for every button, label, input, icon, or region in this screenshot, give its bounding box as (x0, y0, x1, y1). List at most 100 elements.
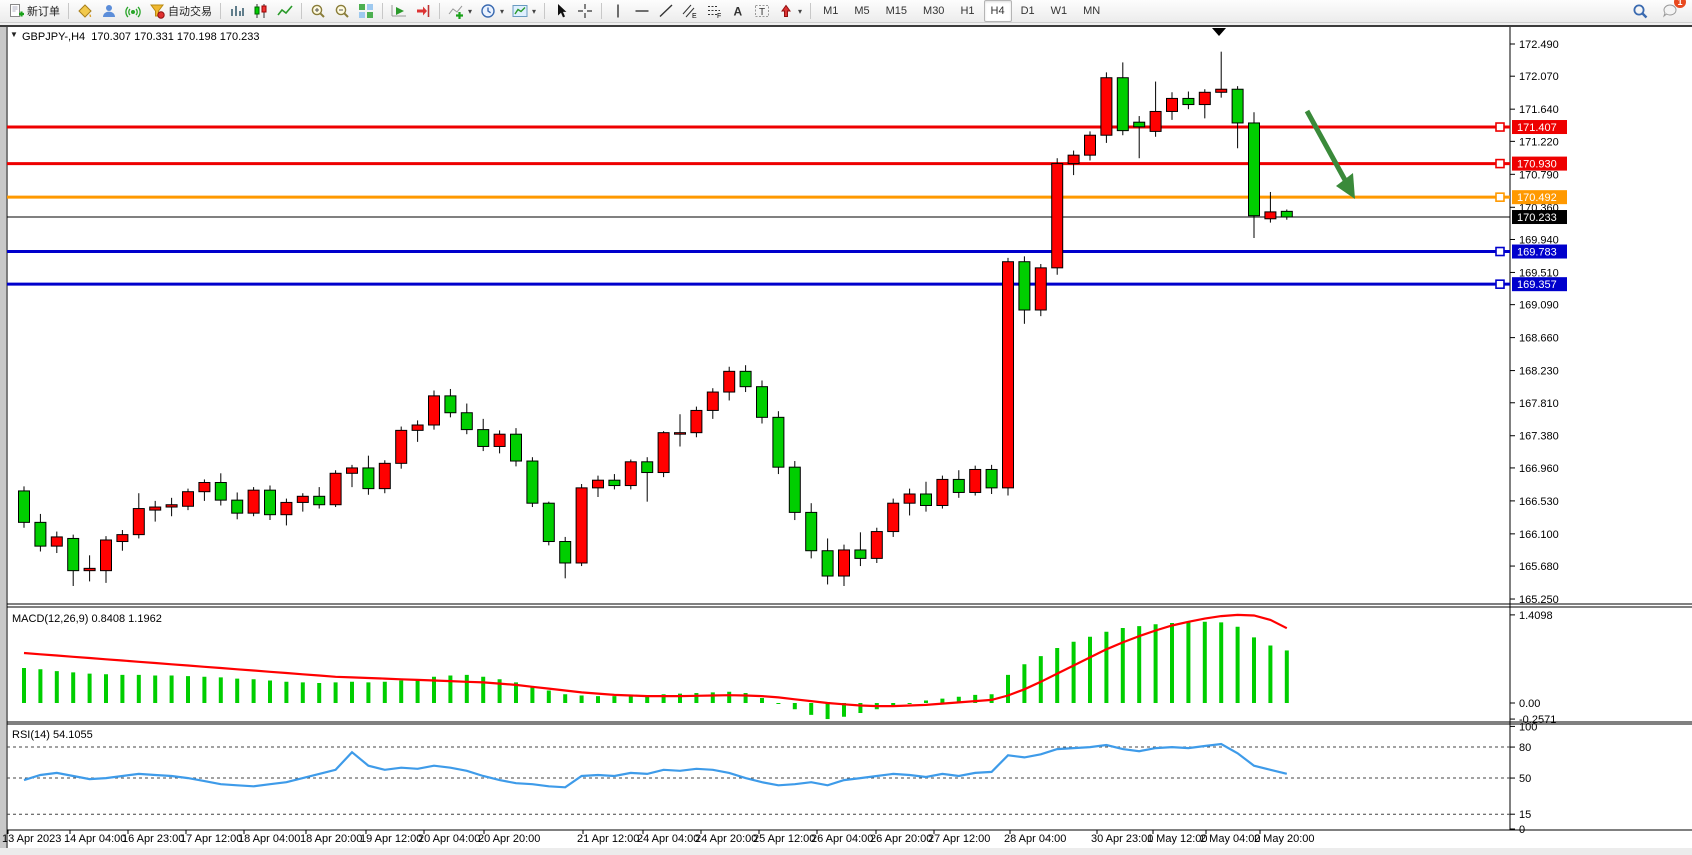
macd-histogram-bar (1071, 641, 1076, 703)
down-arrow-head[interactable] (1336, 173, 1355, 199)
macd-histogram-bar (399, 680, 404, 703)
equidistant-channel-tool[interactable]: E (678, 0, 702, 22)
hline-handle[interactable] (1495, 122, 1505, 132)
candle-body (428, 395, 440, 426)
candle-body (788, 466, 801, 513)
arrows-icon (781, 4, 792, 17)
arrows-tool[interactable]: ▾ (774, 0, 806, 22)
rsi-tick-label: 15 (1519, 809, 1531, 821)
chart-shift-marker[interactable] (1212, 28, 1226, 36)
timeframe-mn-button[interactable]: MN (1083, 5, 1101, 17)
time-tick-label: 18 Apr 20:00 (300, 833, 362, 845)
hline-handle[interactable] (1495, 246, 1505, 257)
candle-body (1248, 122, 1260, 217)
zoom-in-button[interactable] (306, 0, 330, 22)
macd-histogram-bar (169, 675, 174, 703)
chart-canvas[interactable]: 172.490172.070171.640171.220170.790170.3… (0, 23, 1692, 855)
vertical-line-tool[interactable] (606, 0, 630, 22)
symbol-ohlc-label: GBPJPY-,H4 170.307 170.331 170.198 170.2… (22, 31, 260, 43)
dropdown-caret-icon[interactable]: ▾ (500, 6, 505, 16)
timeframe-m5-button[interactable]: M5 (854, 5, 870, 17)
auto-trading-button[interactable]: 自动交易 (145, 0, 216, 22)
candle-body (329, 472, 342, 506)
macd-tick-label: 0.00 (1519, 698, 1540, 710)
price-tick-label: 170.790 (1519, 169, 1559, 181)
indicators-button[interactable]: ▾ (444, 0, 476, 22)
candle-body (969, 468, 982, 493)
candle-body (214, 481, 227, 501)
dropdown-caret-icon[interactable]: ▾ (798, 6, 803, 16)
candle-body (1051, 163, 1064, 269)
new-order-button[interactable]: 新订单 (4, 0, 64, 22)
notifications-button[interactable]: 1 (1658, 0, 1686, 22)
time-tick-label: 24 Apr 20:00 (695, 833, 757, 845)
candle-body (641, 461, 654, 474)
current-price-label: 170.233 (1517, 212, 1557, 224)
search-button[interactable] (1628, 0, 1652, 22)
macd-tick-label: -0.2571 (1519, 714, 1556, 726)
timeframe-w1-button[interactable]: W1 (1050, 5, 1068, 17)
candle-body (739, 370, 752, 388)
hline-handle[interactable] (1495, 158, 1505, 169)
periods-button[interactable]: ▾ (476, 0, 508, 22)
hline-handle[interactable] (1495, 192, 1505, 202)
timeframe-m30-button[interactable]: M30 (923, 5, 945, 17)
time-tick-label: 2 May 20:00 (1254, 833, 1315, 845)
candle-body (706, 391, 719, 411)
fibonacci-tool[interactable]: F (702, 0, 726, 22)
price-tick-label: 171.220 (1519, 136, 1559, 148)
macd-histogram-bar (514, 682, 518, 703)
styler-button[interactable] (73, 0, 97, 22)
bar-chart-button[interactable] (225, 0, 249, 22)
auto-scroll-button[interactable] (387, 0, 411, 22)
svg-text:F: F (717, 13, 721, 19)
one-click-trading-toggle[interactable]: ▼ (10, 30, 18, 39)
hline-handle[interactable] (1495, 279, 1505, 289)
tile-windows-button[interactable] (354, 0, 378, 22)
macd-histogram-bar (350, 681, 354, 703)
signals-button[interactable] (121, 0, 145, 22)
timeframe-d1-button[interactable]: D1 (1020, 5, 1035, 17)
candle-body (723, 370, 736, 393)
timeframe-m15-button[interactable]: M15 (885, 5, 908, 17)
candle-body (1182, 97, 1195, 106)
timeframe-h1-button[interactable]: H1 (960, 5, 975, 17)
time-tick-label: 18 Apr 04:00 (238, 833, 300, 845)
candle-body (920, 493, 932, 506)
horizontal-line-tool[interactable] (630, 0, 654, 22)
macd-histogram-bar (776, 703, 781, 704)
line-chart-button[interactable] (273, 0, 297, 22)
community-button[interactable] (97, 0, 121, 22)
chart-window[interactable]: 172.490 172.070 171.640 171.220 170.790 170.3… (0, 23, 1692, 855)
hline-price-label: 171.407 (1517, 122, 1557, 134)
price-tick-label: 172.070 (1519, 71, 1559, 83)
candle-body (1215, 88, 1228, 93)
time-tick-label: 26 Apr 20:00 (870, 833, 932, 845)
chart-shift-button[interactable] (411, 0, 435, 22)
macd-histogram-bar (678, 693, 682, 703)
dropdown-caret-icon[interactable]: ▾ (532, 6, 537, 16)
candle-body (1018, 261, 1031, 311)
crosshair-tool-button[interactable] (573, 0, 597, 22)
down-arrow-object[interactable] (1304, 109, 1348, 182)
candle-body (510, 433, 522, 462)
candlestick-chart-button[interactable] (249, 0, 273, 22)
candle-body (477, 429, 490, 447)
dropdown-caret-icon[interactable]: ▾ (468, 6, 473, 16)
candle-body (1149, 110, 1162, 132)
rsi-tick-label: 50 (1519, 773, 1531, 785)
timeframe-m1-button[interactable]: M1 (823, 5, 839, 17)
zoom-out-button[interactable] (330, 0, 354, 22)
current-price-badge (1512, 210, 1567, 225)
text-tool[interactable]: A (726, 0, 750, 22)
hline-price-badge (1512, 120, 1567, 135)
macd-histogram-bar (333, 682, 338, 703)
candle-body (1084, 134, 1096, 156)
shiftend-icon (417, 5, 430, 17)
templates-button[interactable]: ▾ (508, 0, 540, 22)
timeframe-h4-button[interactable]: H4 (983, 0, 1012, 22)
cursor-tool-button[interactable] (549, 0, 573, 22)
trendline-tool[interactable] (654, 0, 678, 22)
text-label-tool[interactable]: T (750, 0, 774, 22)
